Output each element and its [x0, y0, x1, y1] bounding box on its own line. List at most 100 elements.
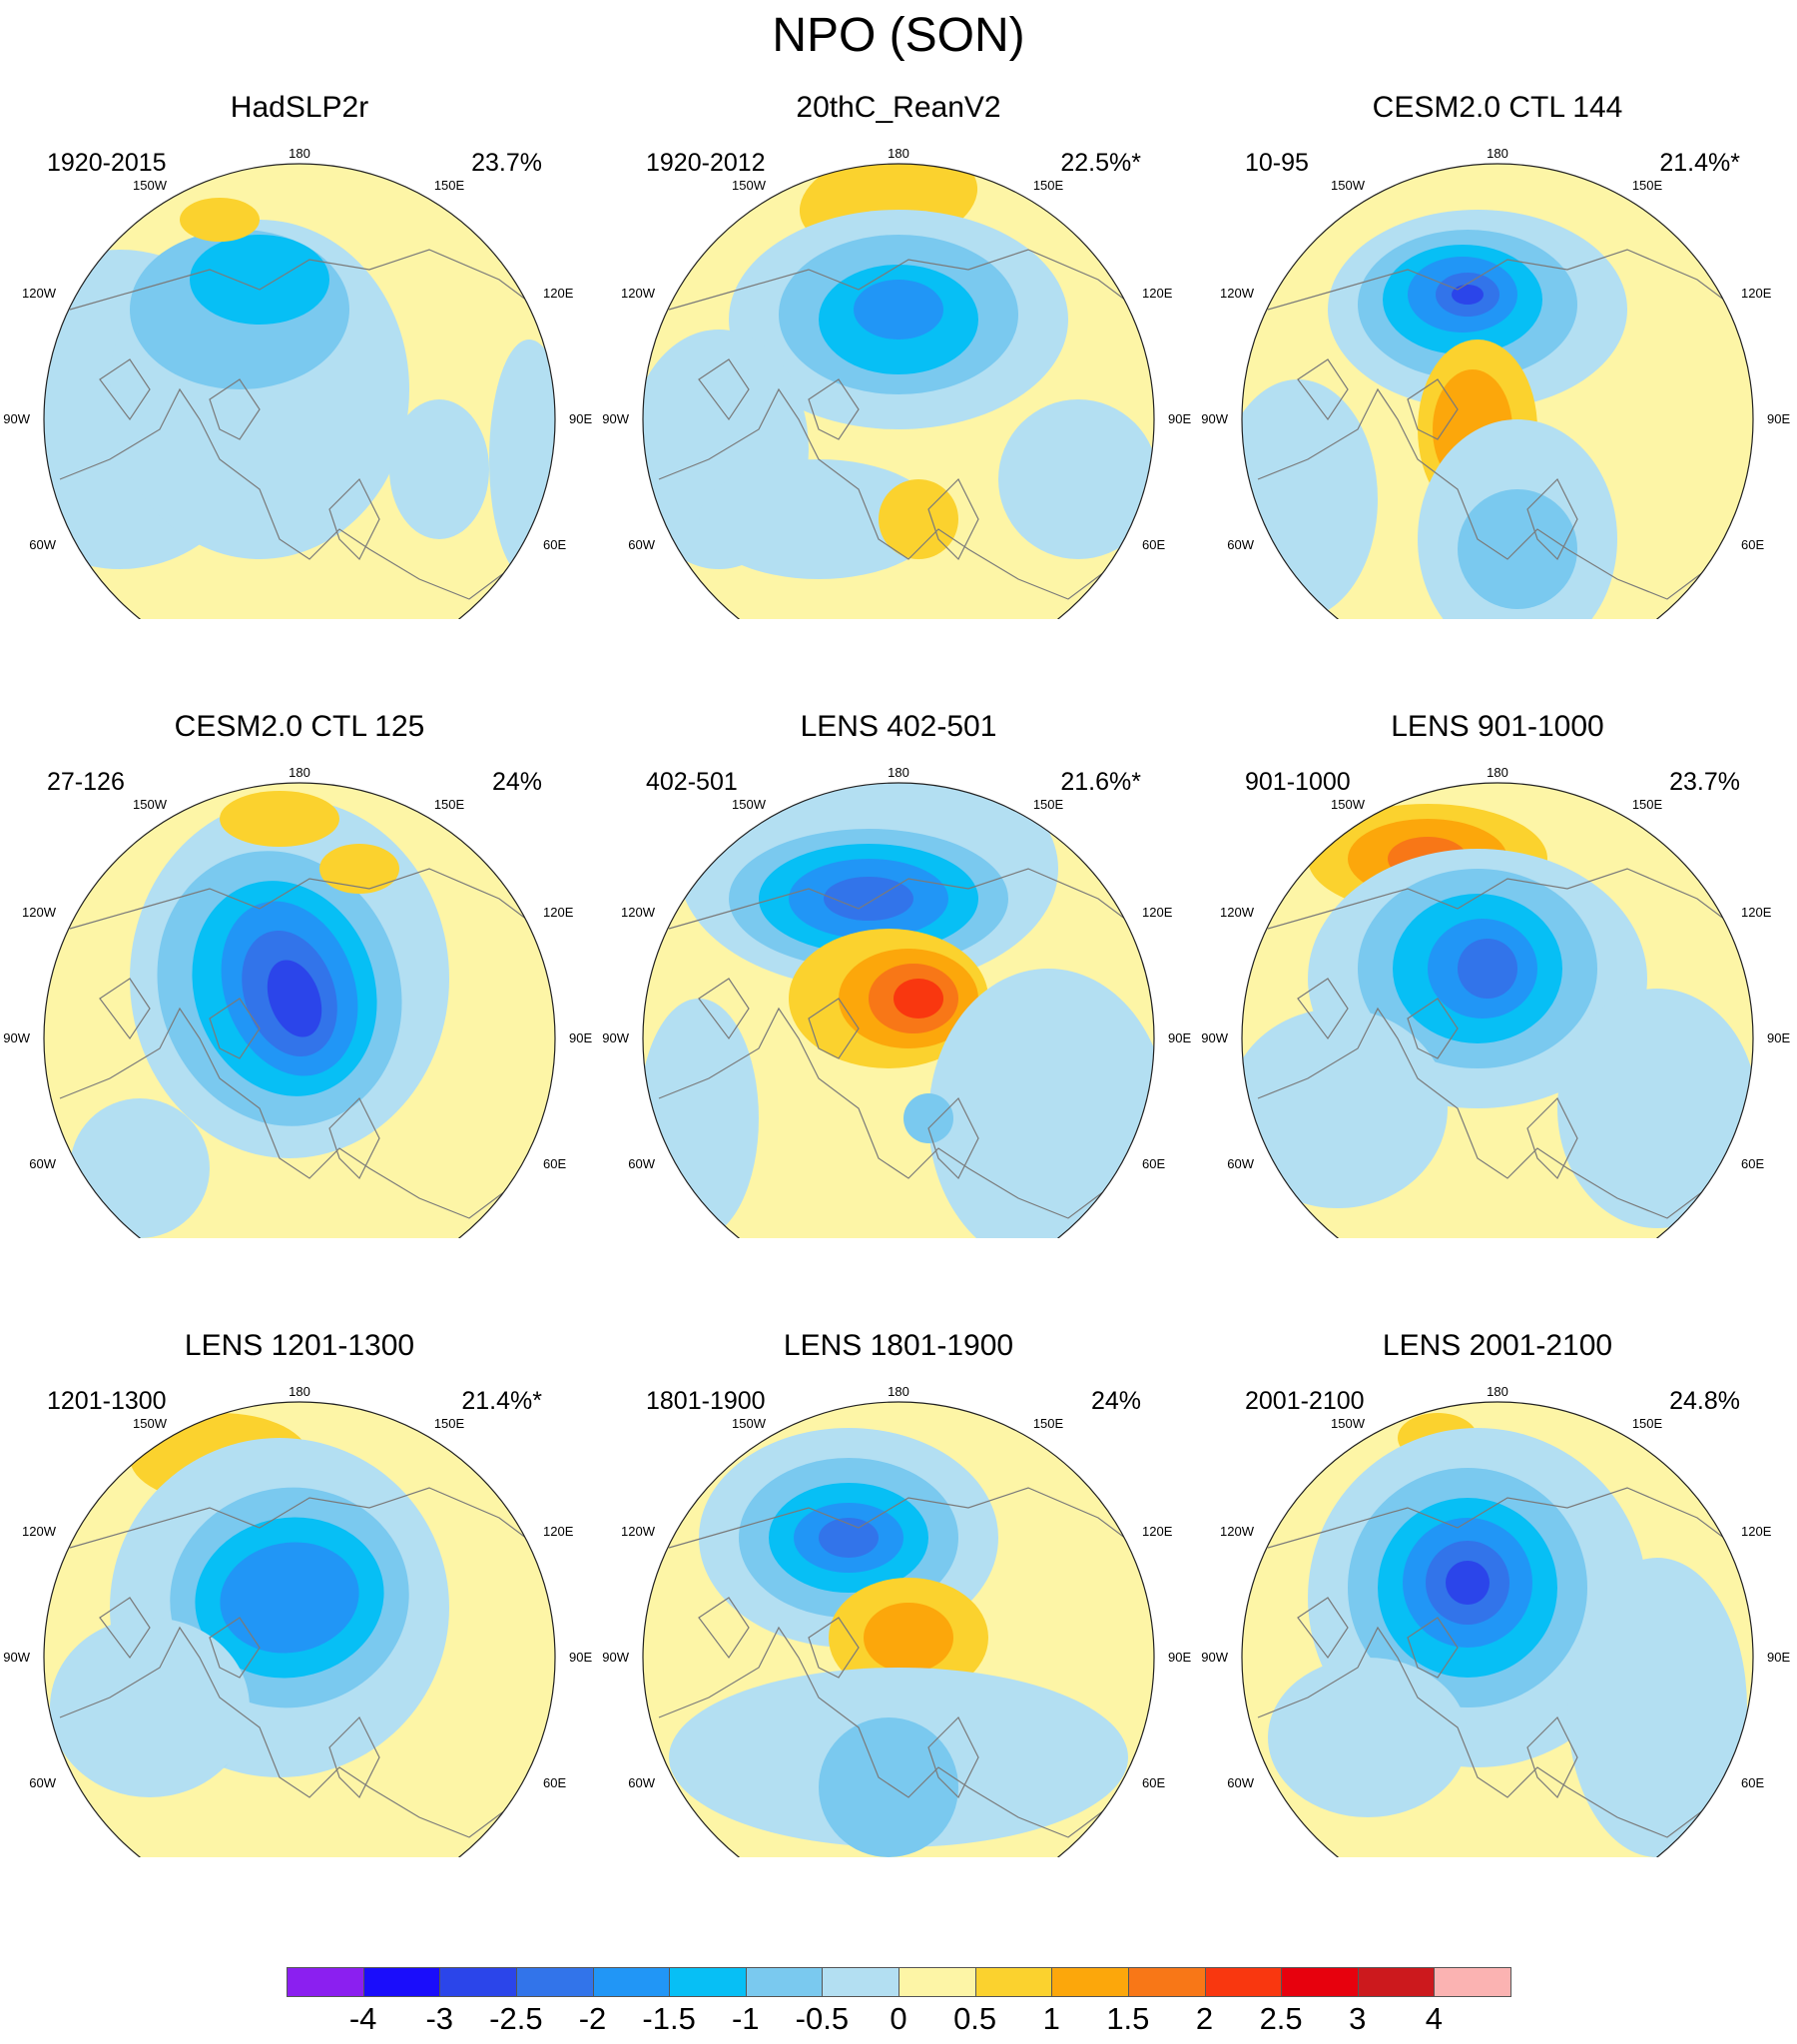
- panel-period: 27-126: [47, 768, 125, 796]
- map-panel: 180150W150E120W120E90W90E60W60E30W30E0Ha…: [0, 0, 599, 619]
- longitude-label: 60E: [543, 537, 566, 552]
- coastline: [328, 1096, 380, 1180]
- longitude-label: 90E: [1168, 1650, 1191, 1665]
- longitude-label: 180: [888, 765, 909, 780]
- coastline: [1407, 378, 1459, 440]
- longitude-label: 60W: [628, 1156, 655, 1171]
- map-boundary: [1241, 1401, 1754, 1857]
- panel-period: 1201-1300: [47, 1387, 167, 1415]
- coastline: [698, 358, 750, 421]
- polar-map: 180150W150E120W120E90W90E60W60E30W30E0: [1201, 765, 1790, 1238]
- panel-title: LENS 901-1000: [1391, 710, 1604, 743]
- anomaly-contour: [50, 1618, 250, 1797]
- colorbar-swatch: [592, 1967, 671, 1997]
- longitude-label: 120E: [543, 905, 574, 920]
- coastline: [1526, 477, 1578, 561]
- longitude-label: 180: [888, 146, 909, 161]
- longitude-label: 90W: [1201, 411, 1228, 426]
- anomaly-contour: [824, 877, 913, 921]
- colorbar: -4 -3 -2.5 -2 -1.5 -1 -0.5 0 0.5 1 1.5 2 2.5 3 4: [287, 1967, 1511, 2037]
- longitude-label: 120W: [22, 286, 57, 301]
- colorbar-swatch: [1434, 1967, 1511, 1997]
- longitude-label: 150E: [434, 178, 465, 193]
- map-boundary: [43, 1401, 556, 1857]
- panel-variance: 23.7%: [1669, 768, 1740, 796]
- longitude-label: 90W: [3, 1030, 30, 1045]
- anomaly-contour: [389, 399, 489, 539]
- panel-title: LENS 2001-2100: [1382, 1329, 1613, 1362]
- anomaly-contour: [854, 280, 943, 340]
- longitude-label: 90W: [602, 1650, 629, 1665]
- coastline: [1257, 1626, 1708, 1838]
- map-panel: 180150W150E120W120E90W90E60W60E30W30E0CE…: [0, 619, 599, 1238]
- panel-variance: 21.4%*: [1659, 149, 1740, 177]
- longitude-label: 120E: [1741, 286, 1772, 301]
- map-boundary: [1241, 782, 1754, 1238]
- longitude-label: 150W: [732, 1416, 767, 1431]
- colorbar-swatch: [974, 1967, 1053, 1997]
- coastline: [1526, 1715, 1578, 1799]
- longitude-label: 60W: [1227, 537, 1254, 552]
- colorbar-label: 2.5: [1259, 2001, 1303, 2036]
- anomaly-contour: [220, 791, 339, 847]
- anomaly-contour: [1452, 285, 1484, 305]
- map-boundary: [43, 782, 556, 1238]
- longitude-label: 150W: [133, 797, 168, 812]
- anomaly-contour: [220, 1542, 359, 1654]
- coastline: [1297, 1597, 1349, 1660]
- longitude-label: 90E: [1168, 411, 1191, 426]
- map-boundary: [642, 163, 1155, 619]
- colorbar-swatch: [745, 1967, 824, 1997]
- map-panel: 180150W150E120W120E90W90E60W60E30W30E0LE…: [599, 1238, 1198, 1857]
- coastline: [99, 358, 151, 421]
- colorbar-label: 3: [1349, 2001, 1367, 2036]
- polar-map: 180150W150E120W120E90W90E60W60E30W30E0: [1201, 1384, 1790, 1857]
- coastline: [99, 1597, 151, 1660]
- colorbar-label: -2.5: [489, 2001, 543, 2036]
- colorbar-label: -3: [425, 2001, 454, 2036]
- coastline: [668, 249, 1139, 311]
- anomaly-contour: [1567, 1558, 1747, 1857]
- panel-period: 10-95: [1245, 149, 1309, 177]
- longitude-label: 180: [1487, 765, 1508, 780]
- longitude-label: 120E: [1741, 1524, 1772, 1539]
- coastline: [658, 1007, 1109, 1219]
- longitude-label: 180: [1487, 1384, 1508, 1399]
- panel-title: CESM2.0 CTL 125: [174, 710, 425, 743]
- coastline: [1297, 358, 1349, 421]
- panel-period: 1920-2015: [47, 149, 167, 177]
- map-boundary: [43, 163, 556, 619]
- coastline: [927, 1096, 979, 1180]
- longitude-label: 60E: [543, 1775, 566, 1790]
- longitude-label: 150E: [1033, 178, 1064, 193]
- coastline: [668, 1487, 1139, 1549]
- anomaly-contour: [864, 1603, 953, 1673]
- panel-variance: 24.8%: [1669, 1387, 1740, 1415]
- panel-period: 402-501: [646, 768, 738, 796]
- panel-title: LENS 1201-1300: [184, 1329, 415, 1362]
- panel-title: LENS 1801-1900: [783, 1329, 1014, 1362]
- anomaly-contour: [894, 979, 943, 1019]
- longitude-label: 150E: [1632, 178, 1663, 193]
- anomaly-contour: [819, 1717, 958, 1857]
- coastline: [1257, 1007, 1708, 1219]
- longitude-label: 60W: [29, 1775, 56, 1790]
- panel-variance: 22.5%*: [1060, 149, 1141, 177]
- longitude-label: 180: [289, 765, 310, 780]
- panel-period: 1801-1900: [646, 1387, 766, 1415]
- longitude-label: 90W: [602, 1030, 629, 1045]
- coastline: [698, 978, 750, 1040]
- longitude-label: 150E: [1632, 797, 1663, 812]
- panel-title: 20thC_ReanV2: [796, 91, 1001, 124]
- longitude-label: 90W: [3, 411, 30, 426]
- longitude-label: 150E: [1632, 1416, 1663, 1431]
- map-panel: 180150W150E120W120E90W90E60W60E30W30E0 LE…: [1198, 1238, 1797, 1857]
- longitude-label: 150W: [1331, 797, 1366, 812]
- colorbar-swatch: [669, 1967, 747, 1997]
- longitude-label: 150E: [434, 797, 465, 812]
- anomaly-contour: [1458, 939, 1517, 999]
- coastline: [209, 1617, 261, 1679]
- colorbar-swatch: [822, 1967, 899, 1997]
- map-boundary: [1241, 163, 1754, 619]
- longitude-label: 150E: [1033, 797, 1064, 812]
